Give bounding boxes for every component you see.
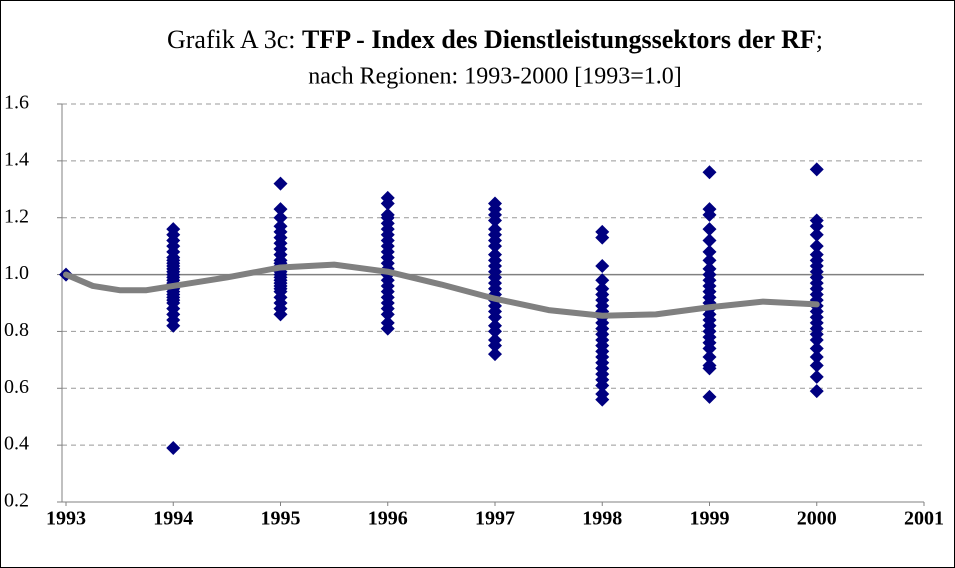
scatter-point (273, 210, 288, 225)
scatter-point (166, 318, 181, 333)
title-suffix: ; (816, 25, 823, 54)
scatter-point (273, 307, 288, 322)
scatter-point (809, 341, 824, 356)
scatter-point (166, 440, 181, 455)
x-tick-label: 2000 (797, 508, 837, 530)
scatter-point (809, 350, 824, 365)
scatter-point (380, 321, 395, 336)
scatter-point (380, 307, 395, 322)
scatter-point (809, 227, 824, 242)
scatter-point (488, 310, 502, 325)
scatter-point (380, 196, 395, 211)
y-tick-label: 1.6 (4, 92, 29, 114)
y-tick-label: 1.2 (4, 205, 29, 227)
scatter-point (702, 389, 717, 404)
scatter-point (702, 361, 717, 376)
x-tick-label: 1993 (46, 508, 86, 530)
scatter-point (595, 230, 610, 245)
scatter-point (273, 176, 288, 191)
x-tick-label: 1998 (582, 508, 622, 530)
y-tick-label: 1.4 (4, 148, 29, 170)
scatter-point (809, 369, 824, 384)
y-tick-label: 0.6 (4, 376, 29, 398)
x-tick-label: 1999 (690, 508, 730, 530)
scatter-point (595, 273, 610, 288)
scatter-point (702, 233, 717, 248)
scatter-point (702, 253, 717, 268)
scatter-point (488, 324, 502, 339)
chart-title: Grafik A 3c: TFP - Index des Dienstleist… (167, 25, 823, 54)
scatter-point (702, 350, 717, 365)
scatter-point (809, 358, 824, 373)
scatter-point (702, 165, 717, 180)
scatter-point (809, 162, 824, 177)
scatter-point (595, 392, 610, 407)
scatter-point (702, 341, 717, 356)
scatter-point (809, 219, 824, 234)
x-tick-label: 2001 (904, 508, 944, 530)
title-prefix: Grafik A 3c: (167, 25, 296, 54)
y-tick-label: 0.2 (4, 490, 29, 512)
y-tick-label: 0.4 (4, 433, 29, 455)
y-tick-label: 1.0 (4, 262, 29, 284)
scatter-point (702, 222, 717, 237)
scatter-point (809, 239, 824, 254)
x-tick-label: 1996 (368, 508, 408, 530)
scatter-point (809, 384, 824, 399)
scatter-point (702, 207, 717, 222)
x-tick-label: 1995 (261, 508, 301, 530)
scatter-point (273, 202, 288, 217)
x-tick-label: 1994 (153, 508, 193, 530)
x-tick-label: 1997 (475, 508, 515, 530)
trend-line (63, 261, 820, 319)
scatter-point (488, 213, 502, 228)
chart-subtitle: nach Regionen: 1993-2000 [1993=1.0] (308, 64, 681, 90)
scatter-point (595, 378, 610, 393)
title-main: TFP - Index des Dienstleistungssektors d… (302, 25, 816, 54)
y-tick-label: 0.8 (4, 319, 29, 341)
scatter-point (595, 259, 610, 274)
scatter-point (702, 244, 717, 259)
scatter-point (488, 338, 502, 353)
scatter-point (488, 347, 502, 362)
scatter-point (809, 332, 824, 347)
scatter-point (488, 239, 502, 254)
